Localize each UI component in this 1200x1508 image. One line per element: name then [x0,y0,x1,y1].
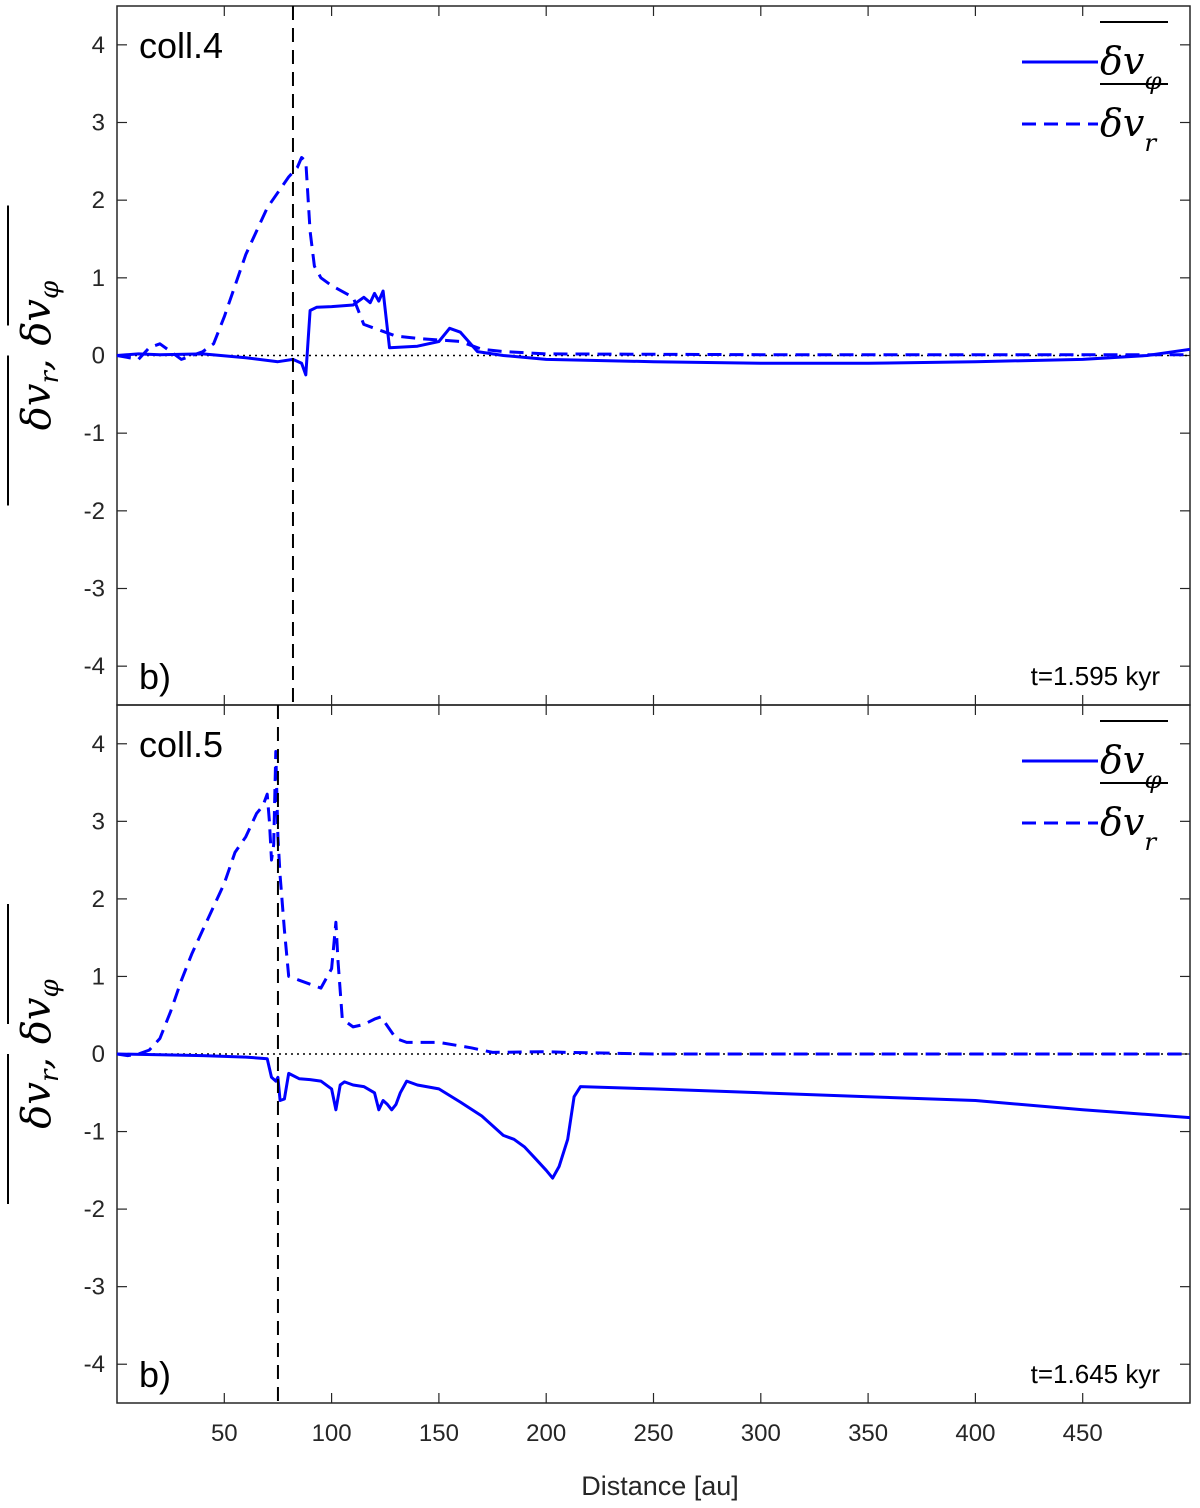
panel-letter: b) [139,656,171,697]
x-tick-label: 50 [211,1420,238,1447]
panel-title: coll.4 [139,25,223,66]
time-label: t=1.645 kyr [1031,1359,1161,1389]
series-dvphi-line [116,1052,1191,1180]
y-axis-label: δvr, δvφ [14,280,65,430]
y-tick-label: 1 [92,265,105,292]
x-tick-label: 200 [526,1420,566,1447]
y-tick-label: -3 [84,576,105,603]
y-tick-label: 3 [92,808,105,835]
x-tick-label: 400 [955,1420,995,1447]
y-tick-label: 4 [92,731,105,758]
y-tick-label: 0 [92,1041,105,1068]
y-tick-label: -1 [84,420,105,447]
y-tick-label: 1 [92,963,105,990]
y-tick-label: 0 [92,343,105,370]
x-axis-label: Distance [au] [581,1471,739,1501]
legend-label: δvφ [1100,738,1162,794]
series-dvr-line [116,156,1190,361]
x-tick-label: 450 [1063,1420,1103,1447]
x-tick-label: 100 [312,1420,352,1447]
y-axis-label: δvr, δvφ [14,978,65,1128]
y-tick-label: 2 [92,187,105,214]
x-tick-label: 300 [741,1420,781,1447]
x-tick-label: 350 [848,1420,888,1447]
series-dvr-line [116,750,1190,1058]
series-dvphi-line [116,289,1191,377]
x-tick-label: 150 [419,1420,459,1447]
time-label: t=1.595 kyr [1031,661,1161,691]
panel-title: coll.5 [139,724,223,765]
panel-coll5: 4 3 2 1 0 -1 -2 -3 -4 50 100 150 200 250 300 350 400 450 c… [7,704,1191,1447]
y-tick-label: -1 [84,1119,105,1146]
panel-letter: b) [139,1354,171,1395]
legend-label: δvφ [1100,39,1162,95]
y-tick-label: -3 [84,1274,105,1301]
y-tick-label: -2 [84,1196,105,1223]
x-tick-label: 250 [633,1420,673,1447]
y-tick-label: -4 [84,1351,105,1378]
legend-label: δvr [1100,800,1158,856]
y-tick-label: -4 [84,653,105,680]
y-tick-label: -2 [84,498,105,525]
y-tick-label: 4 [92,32,105,59]
panel-coll4: 4 3 2 1 0 -1 -2 -3 -4 coll.4 b) t=1.595 kyr δvφ δvr δv… [7,5,1191,706]
y-tick-label: 3 [92,110,105,137]
legend-label: δvr [1100,101,1158,157]
y-tick-label: 2 [92,886,105,913]
